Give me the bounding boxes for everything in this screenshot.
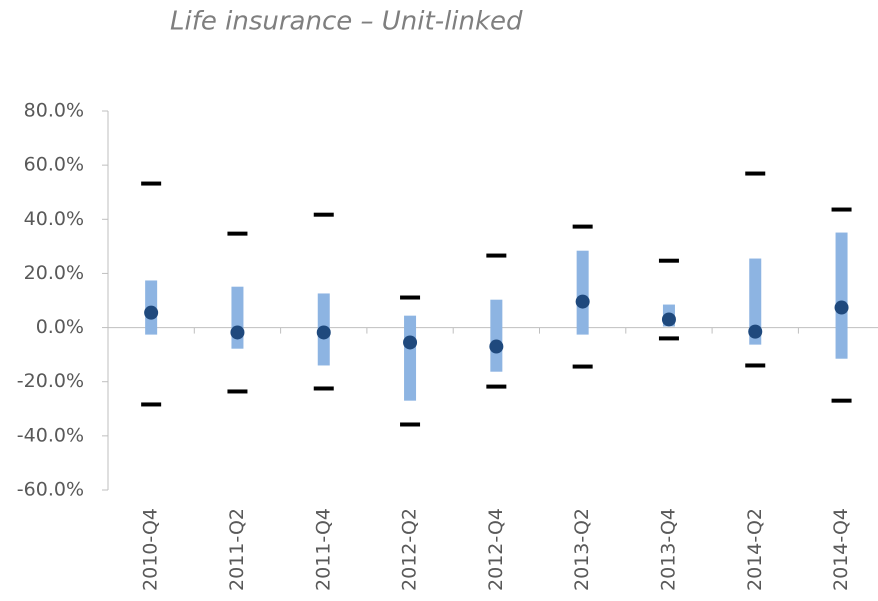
x-tick-label: 2014-Q4 [830, 508, 852, 591]
range-box [749, 258, 762, 345]
max-marker [400, 295, 421, 300]
median-marker [144, 305, 159, 320]
median-marker [575, 294, 590, 309]
median-marker [661, 312, 676, 327]
y-tick-label: 20.0% [24, 262, 84, 284]
max-marker [227, 231, 248, 236]
chart-title: Life insurance – Unit-linked [170, 7, 523, 37]
x-tick-label: 2012-Q4 [485, 508, 507, 591]
x-tick-label: 2011-Q2 [226, 508, 248, 591]
max-marker [745, 171, 766, 176]
range-box [835, 232, 848, 359]
y-tick-label: -20.0% [17, 370, 84, 392]
y-tick-label: -60.0% [17, 479, 84, 501]
y-tick-label: 80.0% [24, 100, 84, 122]
x-tick-label: 2010-Q4 [140, 508, 162, 591]
median-marker [230, 325, 245, 340]
x-tick-label: 2013-Q2 [571, 508, 593, 591]
min-marker [745, 363, 766, 368]
max-marker [658, 258, 679, 263]
max-marker [313, 212, 334, 217]
min-marker [831, 398, 852, 403]
max-marker [572, 224, 593, 229]
x-tick-label: 2012-Q2 [399, 508, 421, 591]
x-tick-label: 2011-Q4 [312, 508, 334, 591]
y-tick-label: 0.0% [36, 316, 84, 338]
min-marker [400, 422, 421, 427]
min-marker [658, 336, 679, 341]
range-box [490, 299, 503, 372]
x-tick-label: 2013-Q4 [657, 508, 679, 591]
x-tick-label: 2014-Q2 [744, 508, 766, 591]
median-marker [748, 324, 763, 339]
median-marker [834, 300, 849, 315]
range-box [404, 315, 417, 401]
median-marker [403, 335, 418, 350]
median-marker [489, 339, 504, 354]
y-tick-label: 60.0% [24, 154, 84, 176]
range-box [576, 250, 589, 335]
min-marker [313, 386, 334, 391]
min-marker [227, 389, 248, 394]
y-tick-label: -40.0% [17, 424, 84, 446]
min-marker [572, 364, 593, 369]
min-marker [141, 402, 162, 407]
max-marker [486, 253, 507, 258]
max-marker [141, 181, 162, 186]
y-tick-label: 40.0% [24, 208, 84, 230]
min-marker [486, 384, 507, 389]
median-marker [316, 325, 331, 340]
max-marker [831, 207, 852, 212]
